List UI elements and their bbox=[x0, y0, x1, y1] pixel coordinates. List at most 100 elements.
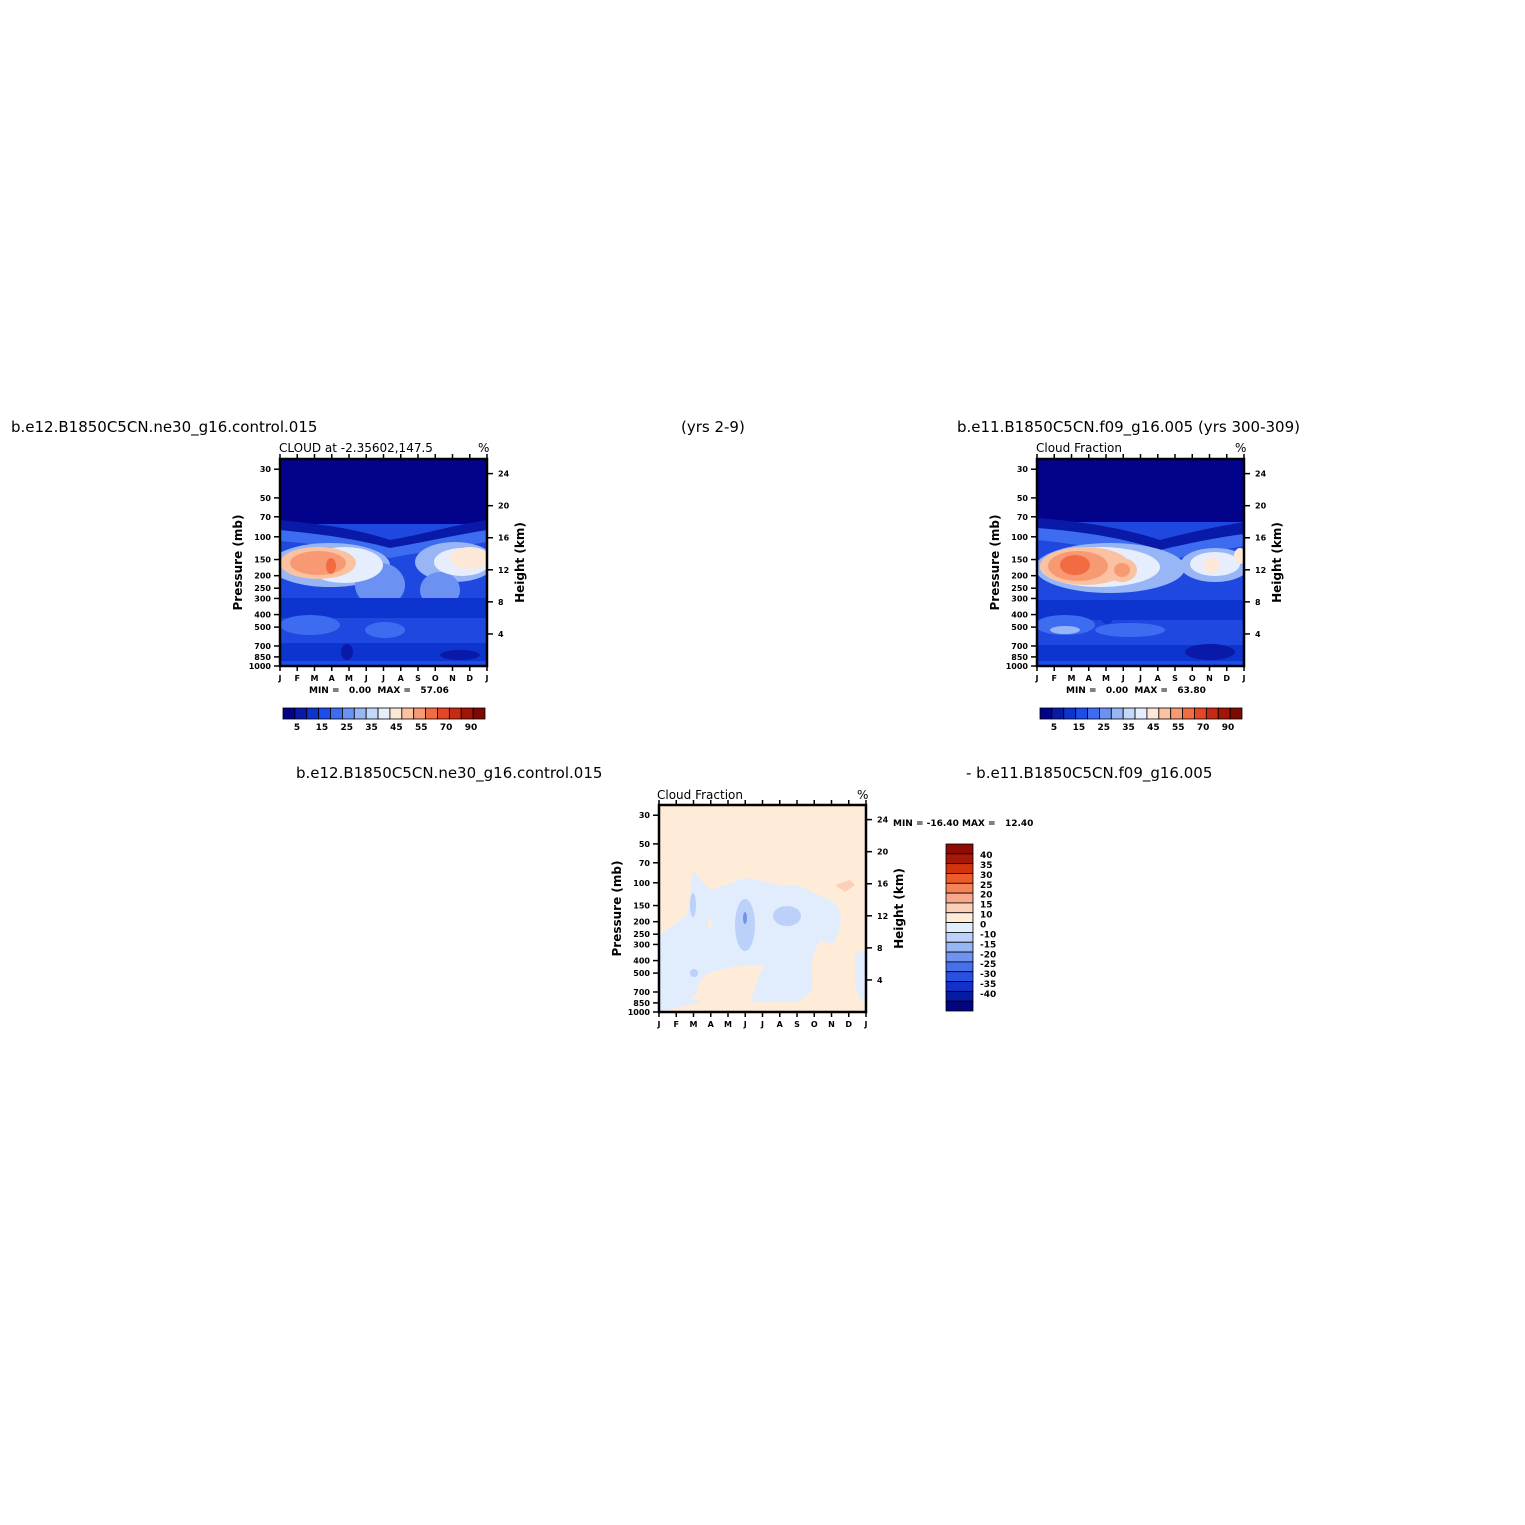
height-tick-label: 20 bbox=[1255, 502, 1267, 511]
colorbar-swatch bbox=[945, 932, 974, 943]
x-tick-label: J bbox=[1242, 674, 1246, 683]
panel3-field bbox=[659, 805, 866, 1012]
colorbar-swatch bbox=[1182, 707, 1195, 720]
panel-1-axes: J F M A M J J A S O N D J305070100150200250300400500… bbox=[231, 454, 527, 683]
colorbar-swatch bbox=[1063, 707, 1077, 720]
colorbar-swatch bbox=[1194, 707, 1207, 720]
pressure-tick-label: 300 bbox=[254, 594, 271, 603]
x-tick-label: J bbox=[743, 1020, 747, 1029]
panel2-minmax: MIN = 0.00 MAX = 63.80 bbox=[1066, 686, 1206, 696]
panel3-title: Cloud Fraction bbox=[657, 788, 743, 802]
x-tick-label: A bbox=[708, 1020, 715, 1029]
colorbar-swatch bbox=[945, 981, 974, 992]
colorbar-label: 35 bbox=[980, 861, 993, 871]
header-top-left: b.e12.B1850C5CN.ne30_g16.control.015 bbox=[11, 418, 318, 436]
pressure-tick-label: 500 bbox=[633, 969, 650, 978]
colorbar-swatch bbox=[945, 873, 974, 884]
pressure-tick-label: 30 bbox=[1017, 465, 1029, 474]
min-value: -16.40 bbox=[926, 819, 959, 829]
pressure-tick-label: 850 bbox=[1011, 653, 1028, 662]
x-tick-label: M bbox=[345, 674, 353, 683]
colorbar-label: 15 bbox=[1073, 723, 1086, 733]
colorbar-label: 25 bbox=[340, 723, 353, 733]
colorbar-swatch bbox=[945, 941, 974, 953]
colorbar-swatch bbox=[1205, 707, 1219, 720]
x-tick-label: A bbox=[1155, 674, 1162, 683]
pressure-tick-label: 150 bbox=[633, 902, 650, 911]
height-tick-label: 12 bbox=[877, 912, 888, 921]
colorbar-swatch bbox=[945, 951, 974, 963]
y-axis-label: Pressure (mb) bbox=[610, 861, 624, 957]
pressure-tick-label: 400 bbox=[633, 957, 650, 966]
pressure-tick-label: 400 bbox=[254, 611, 271, 620]
min-label: MIN = bbox=[309, 686, 340, 696]
colorbar-swatch bbox=[413, 707, 426, 720]
colorbar-label: -30 bbox=[980, 970, 996, 980]
colorbar-swatch bbox=[945, 961, 974, 973]
y-axis-label-right: Height (km) bbox=[1270, 522, 1284, 603]
x-tick-label: D bbox=[466, 674, 473, 683]
x-tick-label: M bbox=[724, 1020, 732, 1029]
colorbar-label: 90 bbox=[1222, 723, 1235, 733]
colorbar-swatch bbox=[365, 707, 379, 720]
colorbar-label: 45 bbox=[1147, 723, 1160, 733]
pressure-tick-label: 150 bbox=[254, 556, 271, 565]
x-tick-label: D bbox=[845, 1020, 852, 1029]
pressure-tick-label: 70 bbox=[260, 513, 272, 522]
pressure-tick-label: 30 bbox=[639, 811, 651, 820]
colorbar-label: 0 bbox=[980, 921, 986, 931]
max-label: MAX = bbox=[1134, 686, 1168, 696]
colorbar-swatch bbox=[1087, 707, 1100, 720]
pressure-tick-label: 250 bbox=[633, 930, 650, 939]
x-tick-label: J bbox=[1138, 674, 1142, 683]
height-tick-label: 12 bbox=[498, 566, 509, 575]
colorbar-label: 40 bbox=[980, 851, 993, 861]
colorbar-label: 5 bbox=[294, 723, 300, 733]
panel2-units: % bbox=[1235, 441, 1247, 455]
pressure-tick-label: 200 bbox=[633, 918, 650, 927]
pressure-tick-label: 1000 bbox=[1006, 662, 1029, 671]
min-label: MIN = bbox=[1066, 686, 1097, 696]
y-axis-label: Pressure (mb) bbox=[231, 515, 245, 611]
x-tick-label: J bbox=[278, 674, 282, 683]
pressure-tick-label: 250 bbox=[254, 584, 271, 593]
panel1-minmax: MIN = 0.00 MAX = 57.06 bbox=[309, 686, 449, 696]
height-tick-label: 20 bbox=[498, 502, 510, 511]
x-tick-label: J bbox=[864, 1020, 868, 1029]
max-value: 57.06 bbox=[420, 686, 449, 696]
x-tick-label: F bbox=[674, 1020, 679, 1029]
colorbar-label: 20 bbox=[980, 891, 993, 901]
x-tick-label: S bbox=[415, 674, 421, 683]
pressure-tick-label: 50 bbox=[1017, 494, 1029, 503]
pressure-tick-label: 700 bbox=[254, 642, 271, 651]
pressure-tick-label: 1000 bbox=[249, 662, 272, 671]
colorbar-swatch bbox=[448, 707, 462, 720]
x-tick-label: J bbox=[1121, 674, 1125, 683]
pressure-tick-label: 300 bbox=[1011, 594, 1028, 603]
height-tick-label: 4 bbox=[1255, 630, 1261, 639]
colorbar-label: 35 bbox=[1122, 723, 1135, 733]
height-tick-label: 24 bbox=[498, 470, 510, 479]
colorbar-swatch bbox=[945, 882, 974, 894]
colorbar-label: -40 bbox=[980, 990, 996, 1000]
height-tick-label: 4 bbox=[877, 976, 883, 985]
pressure-tick-label: 250 bbox=[1011, 584, 1028, 593]
colorbar-swatch bbox=[945, 1000, 974, 1012]
pressure-tick-label: 700 bbox=[1011, 642, 1028, 651]
x-tick-label: O bbox=[432, 674, 439, 683]
colorbar-label: 55 bbox=[415, 723, 428, 733]
colorbar-swatch bbox=[1146, 707, 1160, 720]
min-value: 0.00 bbox=[1105, 686, 1129, 696]
pressure-tick-label: 100 bbox=[1011, 533, 1028, 542]
pressure-tick-label: 1000 bbox=[628, 1008, 651, 1017]
height-tick-label: 12 bbox=[1255, 566, 1266, 575]
x-tick-label: M bbox=[1068, 674, 1076, 683]
panel3-units: % bbox=[857, 788, 869, 802]
pressure-tick-label: 500 bbox=[1011, 623, 1028, 632]
y-axis-label-right: Height (km) bbox=[513, 522, 527, 603]
colorbar-swatch bbox=[1075, 707, 1088, 720]
x-tick-label: J bbox=[657, 1020, 661, 1029]
header-top-center: (yrs 2-9) bbox=[681, 418, 745, 436]
colorbar-label: 25 bbox=[1097, 723, 1110, 733]
colorbar-swatch bbox=[945, 892, 974, 904]
